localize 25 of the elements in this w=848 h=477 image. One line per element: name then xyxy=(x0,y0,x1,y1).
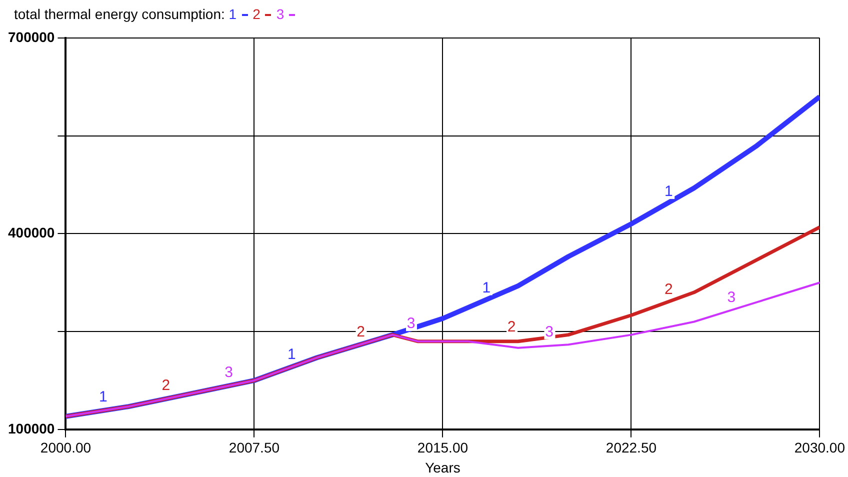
x-tick-label: 2007.50 xyxy=(228,440,280,456)
text: 3 xyxy=(224,364,233,382)
text: 1 xyxy=(98,388,108,406)
x-tick-label: 2015.00 xyxy=(417,440,468,456)
text: 3 xyxy=(406,315,416,332)
text: 1 xyxy=(664,183,673,200)
y-tick-label: 100000 xyxy=(8,420,55,436)
legend-label: 3 xyxy=(276,6,284,22)
chart-title: total thermal energy consumption: xyxy=(14,6,225,22)
text: 2 xyxy=(507,318,516,336)
text: 2 xyxy=(356,323,365,340)
text: 3 xyxy=(727,289,736,306)
x-tick-label: 2000.00 xyxy=(40,440,92,456)
x-tick-label: 2030.00 xyxy=(794,440,846,456)
legend-label: 2 xyxy=(252,6,260,22)
text: 1 xyxy=(287,346,296,364)
legend-label: 1 xyxy=(228,6,237,22)
text: 2 xyxy=(664,280,673,298)
text: 3 xyxy=(545,323,554,340)
x-tick-label: 2022.50 xyxy=(606,440,657,456)
y-tick-label: 400000 xyxy=(8,224,55,241)
text: 1 xyxy=(482,279,491,296)
y-tick-label: 700000 xyxy=(8,28,55,45)
x-axis-title: Years xyxy=(425,459,460,476)
text: 2 xyxy=(162,377,170,394)
